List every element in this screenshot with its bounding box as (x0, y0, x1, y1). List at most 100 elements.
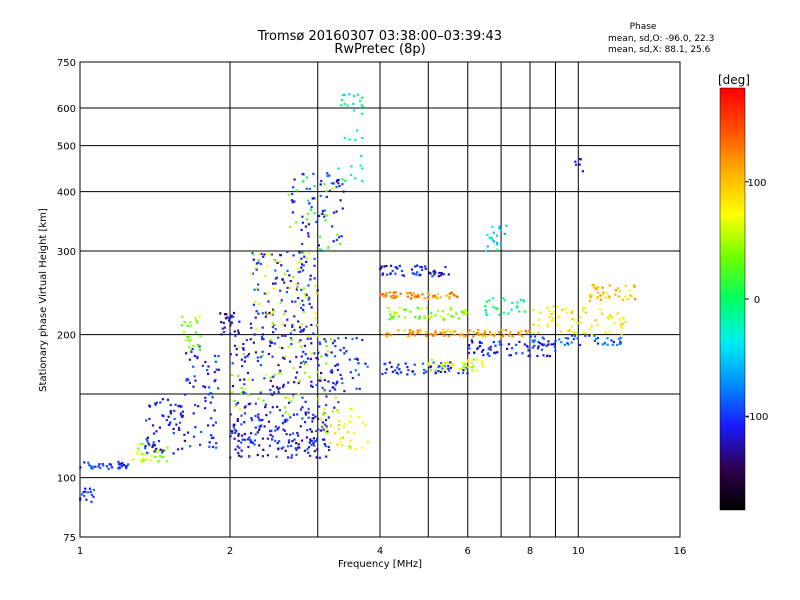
data-point (307, 223, 310, 226)
data-point (344, 179, 347, 182)
data-point (518, 340, 521, 343)
data-point (323, 443, 326, 446)
data-point (177, 448, 180, 451)
data-point (291, 440, 294, 443)
data-point (453, 333, 456, 337)
data-point (255, 287, 258, 290)
data-point (234, 405, 237, 408)
data-point (439, 274, 442, 277)
data-point (304, 400, 307, 403)
data-point (570, 325, 574, 328)
data-point (256, 453, 259, 457)
data-point (551, 319, 554, 322)
data-point (140, 460, 144, 463)
data-point (299, 339, 302, 342)
stats-heading: Phase (630, 22, 657, 32)
data-point (480, 350, 484, 353)
data-point (567, 343, 570, 346)
data-point (521, 335, 524, 338)
data-point (264, 403, 267, 406)
data-point (284, 406, 287, 409)
data-point (553, 346, 556, 349)
data-point (288, 274, 291, 277)
data-point (209, 392, 212, 395)
data-point (194, 317, 197, 320)
data-point (519, 298, 522, 301)
data-point (332, 182, 335, 185)
data-point (261, 312, 264, 315)
data-point (397, 372, 400, 375)
data-point (230, 430, 233, 433)
data-point (127, 463, 130, 466)
data-point (342, 346, 345, 350)
data-point (269, 379, 272, 382)
data-point (174, 403, 177, 406)
data-point (336, 368, 339, 371)
data-point (241, 438, 244, 441)
data-point (281, 422, 284, 425)
data-point (505, 224, 508, 227)
data-point (293, 438, 296, 441)
data-point (283, 281, 286, 284)
data-point (400, 269, 404, 273)
data-point (261, 350, 264, 353)
data-point (300, 288, 303, 291)
data-point (302, 330, 305, 333)
data-point (489, 345, 492, 348)
data-point (269, 411, 272, 414)
data-point (626, 298, 629, 301)
data-point (155, 430, 158, 433)
data-point (614, 293, 617, 296)
data-point (538, 342, 541, 345)
data-point (537, 324, 540, 327)
data-point (425, 334, 428, 338)
data-point (293, 200, 296, 203)
data-point (482, 334, 485, 337)
data-point (257, 413, 260, 416)
data-point (284, 334, 287, 337)
data-point (249, 439, 252, 442)
data-point (83, 461, 86, 464)
data-point (451, 362, 454, 365)
data-point (249, 322, 252, 325)
data-point (178, 428, 181, 431)
data-point (325, 404, 328, 407)
data-point (312, 332, 315, 335)
data-point (496, 351, 499, 354)
data-point (420, 266, 423, 269)
data-point (268, 444, 271, 447)
data-point (308, 441, 311, 444)
data-point (186, 431, 190, 434)
data-point (251, 419, 254, 422)
data-point (269, 341, 272, 345)
data-point (385, 368, 388, 371)
data-point (444, 367, 448, 370)
data-point (338, 236, 341, 239)
data-point (401, 274, 404, 277)
data-point (424, 330, 427, 333)
data-point (462, 310, 465, 314)
data-point (289, 332, 292, 335)
data-point (590, 294, 593, 297)
data-point (263, 425, 266, 428)
data-point (305, 361, 308, 364)
data-point (297, 287, 300, 290)
data-point (320, 179, 323, 183)
data-point (185, 379, 188, 382)
data-point (240, 414, 243, 417)
data-point (537, 345, 540, 348)
data-point (395, 266, 398, 269)
data-point (290, 456, 293, 459)
data-point (291, 211, 294, 214)
data-point (279, 372, 282, 375)
data-point (242, 353, 245, 356)
data-point (576, 321, 579, 325)
data-point (296, 446, 300, 449)
data-point (331, 410, 334, 413)
data-point (618, 318, 621, 321)
data-point (262, 399, 265, 402)
data-point (457, 317, 460, 320)
data-point (277, 336, 280, 339)
data-point (596, 323, 599, 326)
data-point (492, 231, 495, 234)
